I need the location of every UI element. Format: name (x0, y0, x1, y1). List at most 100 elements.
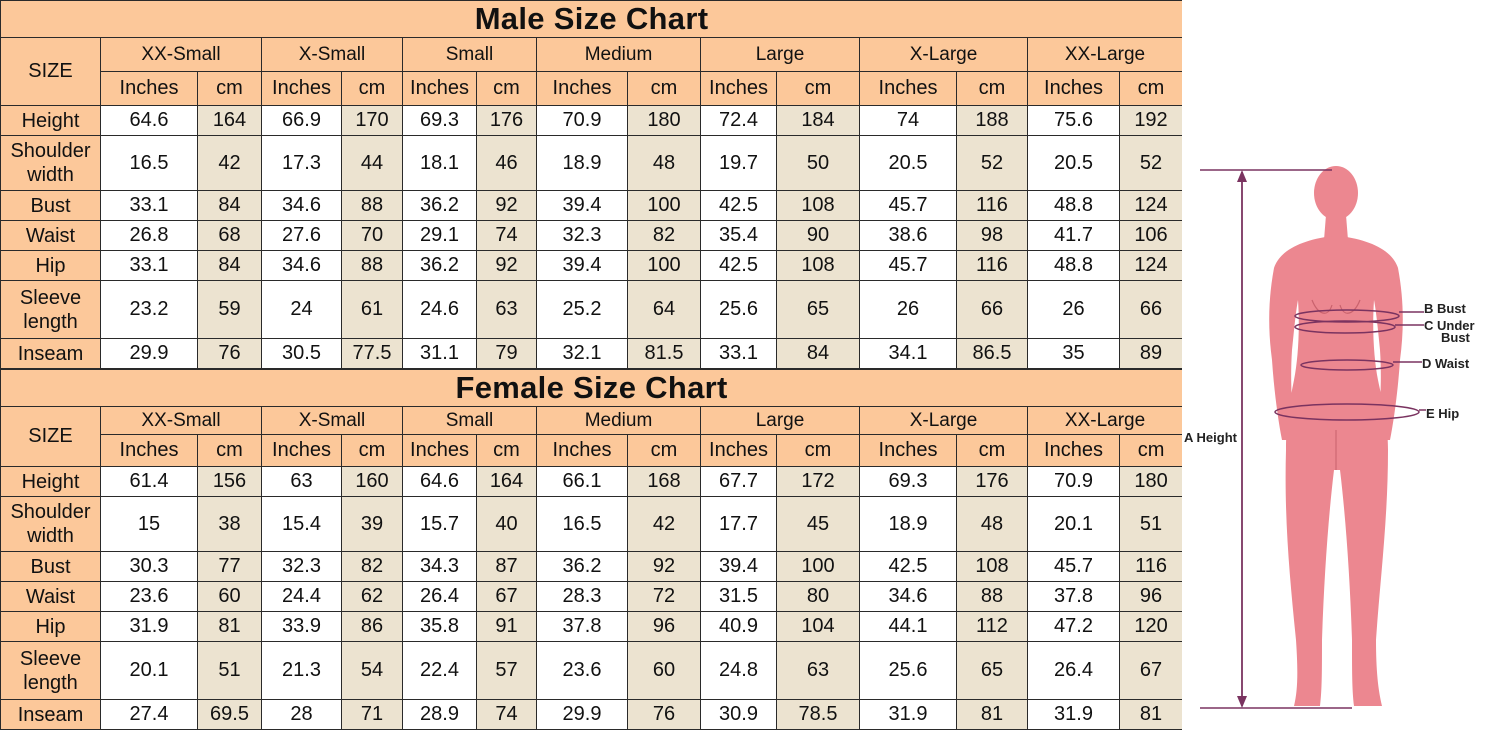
cm-value: 72 (627, 581, 701, 612)
cm-value: 60 (197, 581, 262, 612)
table-row: Hip 33.1 84 34.6 88 36.2 92 39.4 100 42.5 108 45.7 1… (0, 250, 1184, 281)
row-label: Height (0, 466, 101, 497)
cm-value: 160 (341, 466, 403, 497)
cm-value: 79 (476, 338, 537, 369)
inches-value: 17.3 (261, 135, 342, 191)
size-x-small: X-Small (261, 406, 403, 435)
row-label: Bust (0, 551, 101, 582)
unit-row: Inches cm Inches cm Inches cm Inches cm Inches cm… (1, 434, 1184, 467)
inches-value: 64.6 (100, 105, 198, 136)
cm-value: 82 (627, 220, 701, 251)
inches-value: 29.9 (536, 699, 628, 730)
inches-value: 18.9 (536, 135, 628, 191)
size-xx-large: XX-Large (1026, 406, 1184, 435)
unit-cm-header: cm (1118, 434, 1184, 467)
cm-value: 172 (776, 466, 860, 497)
inches-value: 23.6 (536, 641, 628, 700)
inches-value: 42.5 (700, 250, 777, 281)
cm-value: 81.5 (627, 338, 701, 369)
inches-value: 23.6 (100, 581, 198, 612)
cm-value: 120 (1118, 611, 1184, 642)
inches-value: 16.5 (536, 496, 628, 552)
inches-value: 26 (1027, 280, 1120, 339)
cm-value: 88 (341, 190, 403, 221)
inches-value: 24 (261, 280, 342, 339)
inches-value: 18.1 (402, 135, 477, 191)
table-row: Hip 31.9 81 33.9 86 35.8 91 37.8 96 40.9 104 44.1 11… (0, 611, 1184, 642)
inches-value: 20.5 (859, 135, 957, 191)
inches-value: 24.6 (402, 280, 477, 339)
unit-inches-header: Inches (402, 434, 477, 467)
table-row: Waist 23.6 60 24.4 62 26.4 67 28.3 72 31.5 80 34.6 8… (0, 581, 1184, 612)
inches-value: 48.8 (1027, 190, 1120, 221)
size-charts: Male Size Chart SIZE XX-Small X-Small Sm… (0, 0, 1184, 730)
inches-value: 18.9 (859, 496, 957, 552)
cm-value: 63 (476, 280, 537, 339)
cm-value: 106 (1118, 220, 1184, 251)
unit-inches-header: Inches (700, 71, 777, 106)
inches-value: 32.3 (536, 220, 628, 251)
cm-value: 92 (627, 551, 701, 582)
cm-value: 77.5 (341, 338, 403, 369)
inches-value: 15 (100, 496, 198, 552)
size-x-large: X-Large (859, 406, 1028, 435)
cm-value: 82 (341, 551, 403, 582)
inches-value: 31.1 (402, 338, 477, 369)
inches-value: 30.9 (700, 699, 777, 730)
cm-value: 84 (776, 338, 860, 369)
table-row: Waist 26.8 68 27.6 70 29.1 74 32.3 82 35.4 90 38.6 9… (0, 220, 1184, 251)
cm-value: 108 (776, 250, 860, 281)
cm-value: 48 (956, 496, 1028, 552)
cm-value: 46 (476, 135, 537, 191)
size-large: Large (700, 37, 860, 72)
inches-value: 30.3 (100, 551, 198, 582)
cm-value: 71 (341, 699, 403, 730)
inches-value: 72.4 (700, 105, 777, 136)
size-medium: Medium (536, 406, 701, 435)
unit-inches-header: Inches (1027, 434, 1120, 467)
cm-value: 66 (1118, 280, 1184, 339)
inches-value: 66.1 (536, 466, 628, 497)
unit-inches-header: Inches (100, 434, 198, 467)
inches-value: 25.6 (859, 641, 957, 700)
size-header: SIZE (0, 37, 101, 106)
inches-value: 28.3 (536, 581, 628, 612)
unit-cm-header: cm (341, 71, 403, 106)
inches-value: 17.7 (700, 496, 777, 552)
size-xx-small: XX-Small (100, 406, 262, 435)
inches-value: 34.6 (261, 250, 342, 281)
cm-value: 90 (776, 220, 860, 251)
table-row: Shoulder width 15 38 15.4 39 15.7 40 16.5 42 17.7… (0, 496, 1184, 552)
table-row: Height 64.6 164 66.9 170 69.3 176 70.9 180 72.4 18… (0, 105, 1184, 136)
inches-value: 28.9 (402, 699, 477, 730)
inches-value: 34.3 (402, 551, 477, 582)
inches-value: 22.4 (402, 641, 477, 700)
cm-value: 57 (476, 641, 537, 700)
size-header: SIZE (0, 406, 101, 467)
cm-value: 66 (956, 280, 1028, 339)
cm-value: 74 (476, 220, 537, 251)
inches-value: 20.5 (1027, 135, 1120, 191)
cm-value: 180 (1118, 466, 1184, 497)
male-chart-title: Male Size Chart (0, 0, 1184, 38)
row-label: Shoulder width (0, 135, 101, 191)
cm-value: 108 (776, 190, 860, 221)
inches-value: 36.2 (402, 190, 477, 221)
inches-value: 45.7 (1027, 551, 1120, 582)
unit-cm-header: cm (776, 434, 860, 467)
inches-value: 37.8 (536, 611, 628, 642)
cm-value: 188 (956, 105, 1028, 136)
female-chart-title: Female Size Chart (0, 369, 1184, 407)
inches-value: 34.6 (859, 581, 957, 612)
cm-value: 176 (956, 466, 1028, 497)
cm-value: 116 (956, 250, 1028, 281)
unit-row: Inches cm Inches cm Inches cm Inches cm Inches cm… (1, 71, 1184, 106)
inches-value: 32.1 (536, 338, 628, 369)
cm-value: 96 (627, 611, 701, 642)
cm-value: 52 (1118, 135, 1184, 191)
table-row: Shoulder width 16.5 42 17.3 44 18.1 46 18.9 48 19… (0, 135, 1184, 191)
body-measurement-diagram: A Height B Bust C Under Bust D Waist E H… (1182, 0, 1500, 732)
cm-value: 42 (627, 496, 701, 552)
unit-cm-header: cm (341, 434, 403, 467)
inches-value: 37.8 (1027, 581, 1120, 612)
